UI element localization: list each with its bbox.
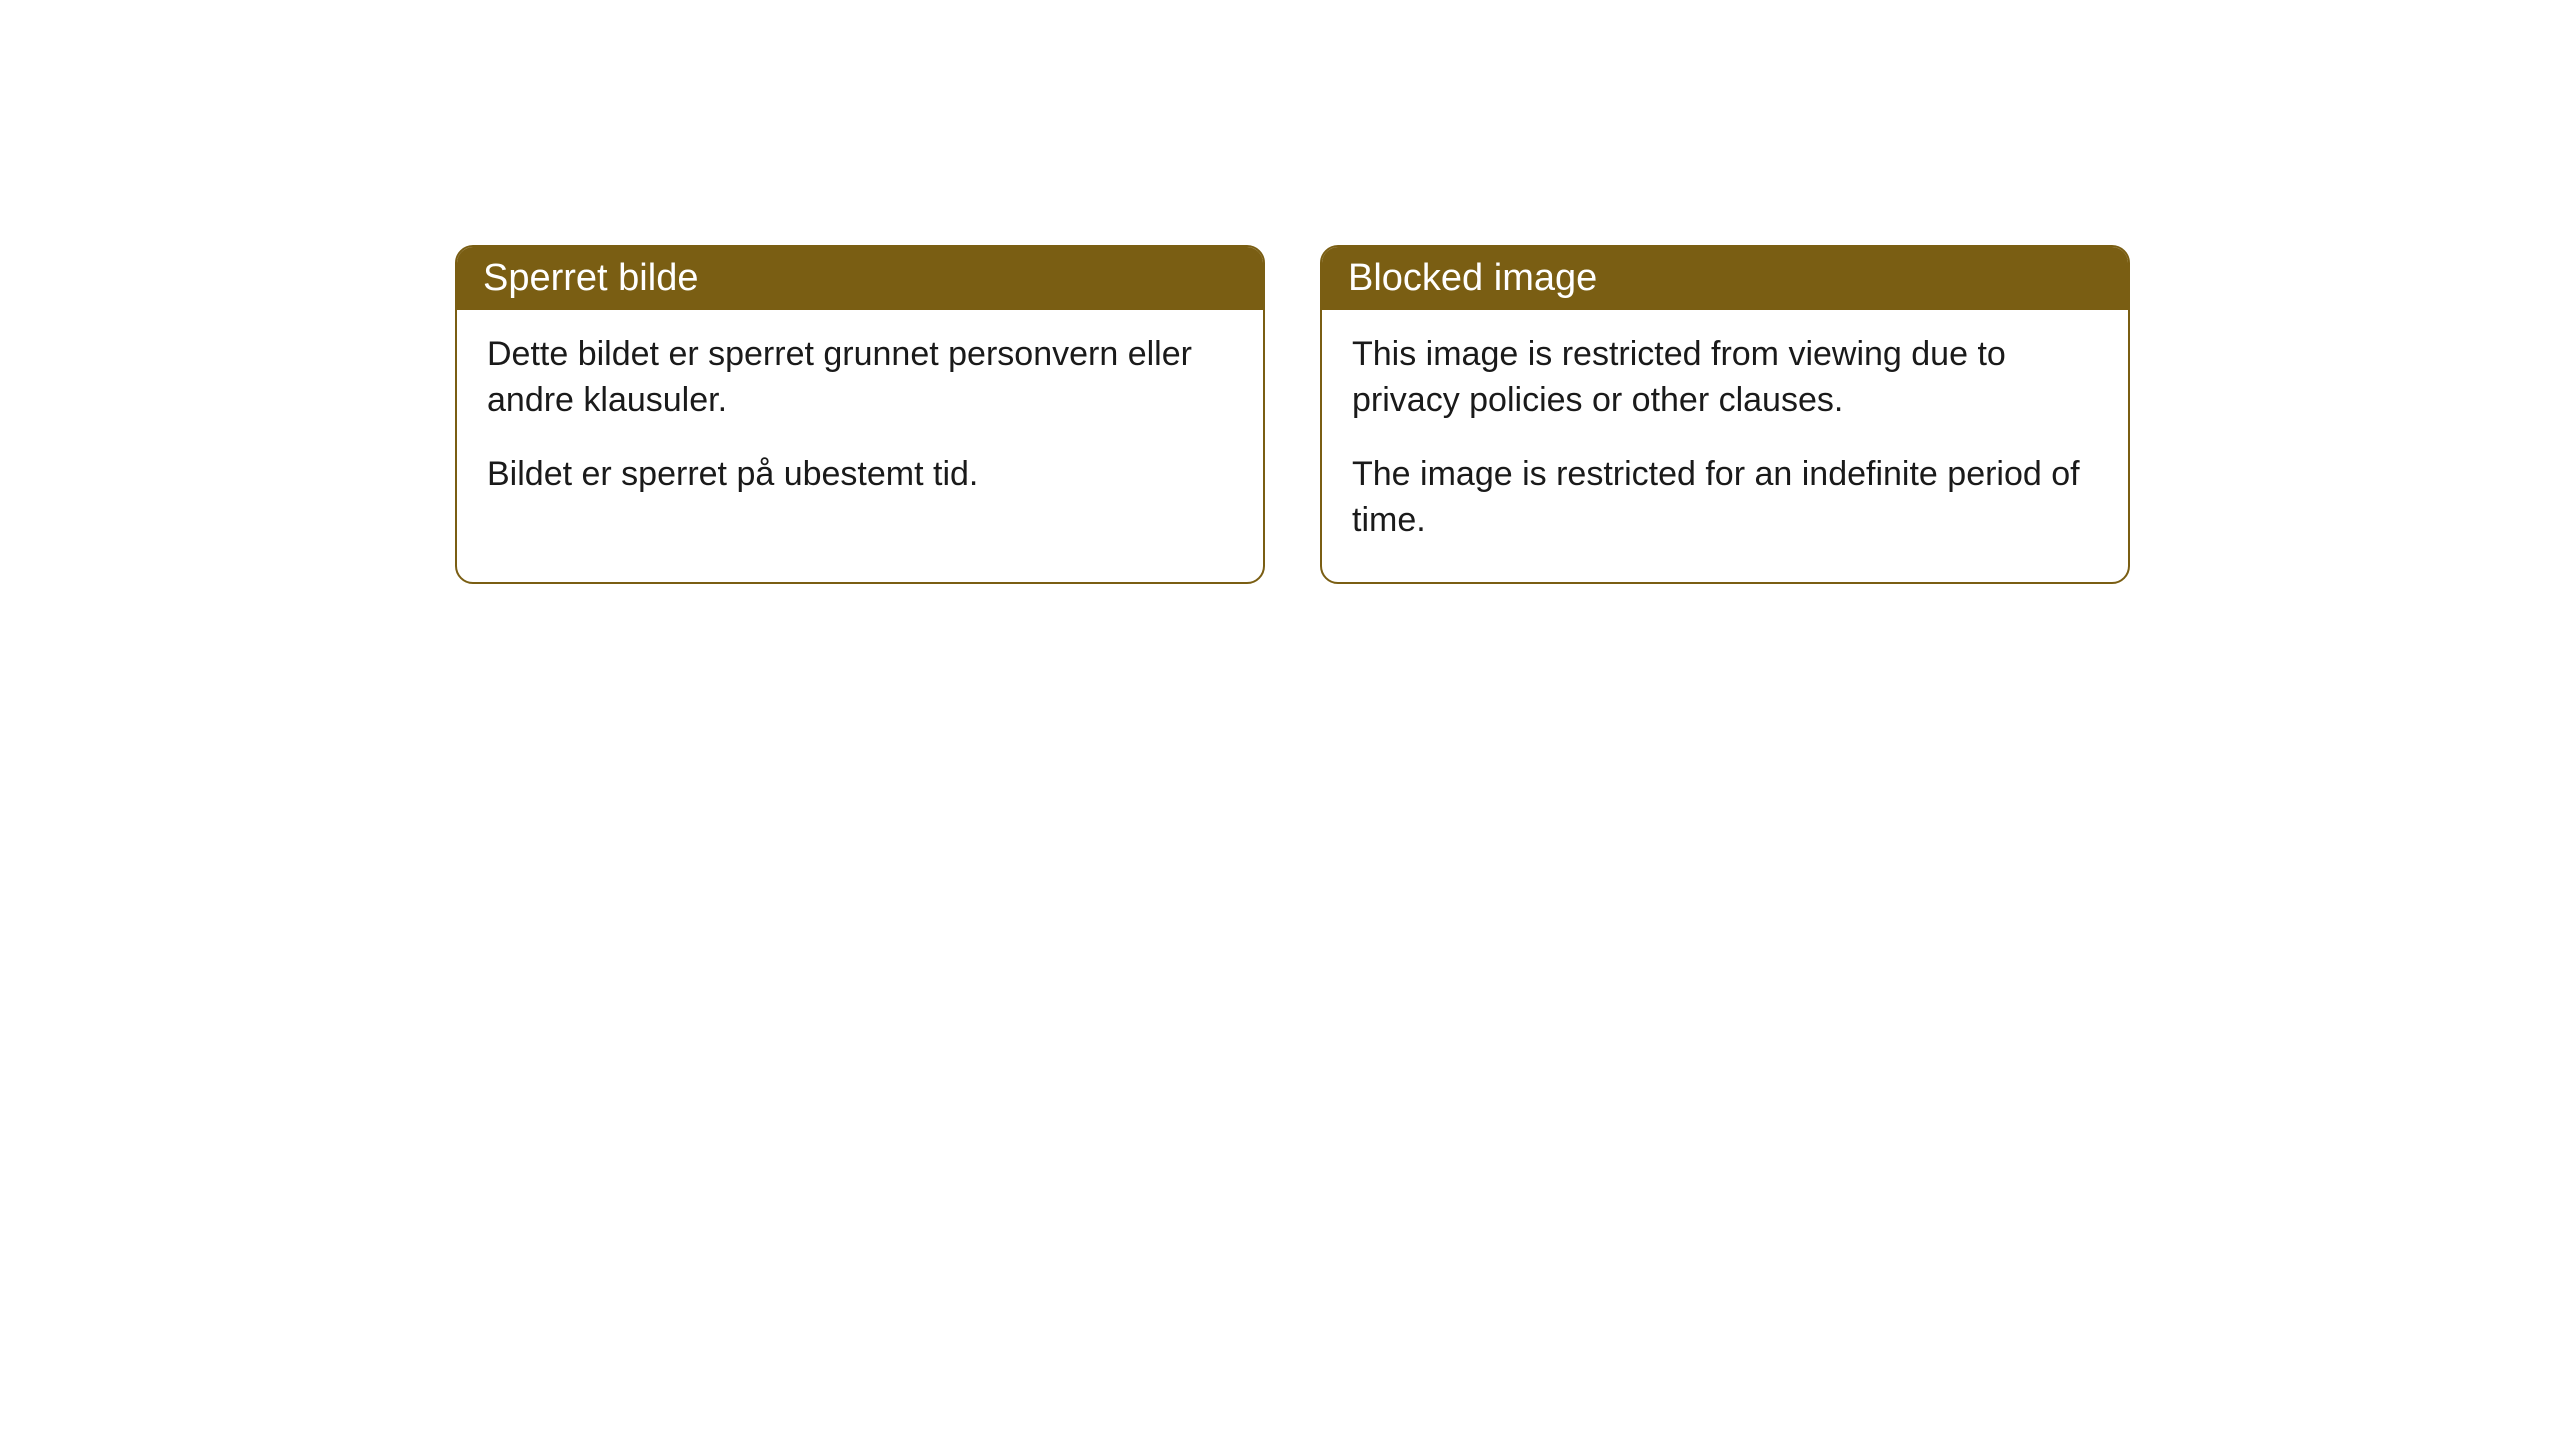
card-title-norwegian: Sperret bilde	[483, 257, 698, 299]
card-para1-english: This image is restricted from viewing du…	[1352, 332, 2098, 424]
card-norwegian: Sperret bilde Dette bildet er sperret gr…	[455, 245, 1265, 584]
card-header-english: Blocked image	[1322, 247, 2128, 310]
cards-container: Sperret bilde Dette bildet er sperret gr…	[455, 245, 2560, 584]
card-body-english: This image is restricted from viewing du…	[1322, 310, 2128, 582]
card-title-english: Blocked image	[1348, 257, 1597, 299]
card-para2-english: The image is restricted for an indefinit…	[1352, 452, 2098, 544]
card-header-norwegian: Sperret bilde	[457, 247, 1263, 310]
card-body-norwegian: Dette bildet er sperret grunnet personve…	[457, 310, 1263, 536]
card-para1-norwegian: Dette bildet er sperret grunnet personve…	[487, 332, 1233, 424]
card-para2-norwegian: Bildet er sperret på ubestemt tid.	[487, 452, 1233, 498]
card-english: Blocked image This image is restricted f…	[1320, 245, 2130, 584]
